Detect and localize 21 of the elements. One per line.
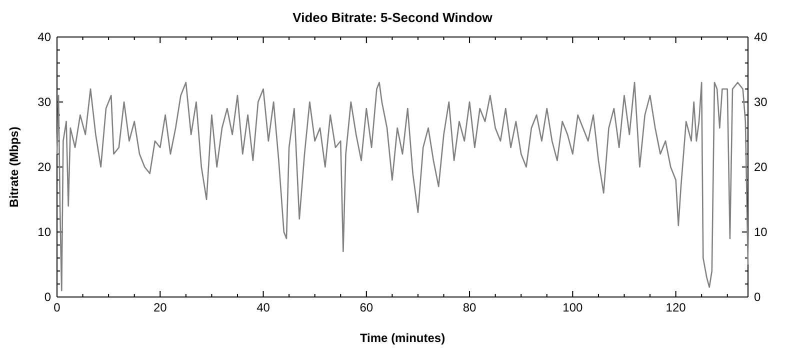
y-tick-label: 10	[38, 224, 52, 239]
y2-tick-label: 20	[754, 160, 768, 174]
x-tick-label: 0	[54, 300, 61, 315]
y2-tick-label: 40	[754, 30, 768, 44]
y-axis-title: Bitrate (Mbps)	[7, 126, 21, 208]
x-tick-label: 40	[256, 300, 270, 315]
y-tick-label: 40	[38, 30, 52, 44]
x-axis-title: Time (minutes)	[360, 331, 446, 345]
y-tick-label: 0	[44, 290, 52, 304]
chart-title: Video Bitrate: 5-Second Window	[292, 10, 494, 25]
y2-tick-label: 0	[754, 290, 761, 304]
x-tick-label: 100	[562, 300, 584, 315]
x-tick-label: 80	[462, 300, 477, 315]
y-tick-label: 30	[38, 94, 52, 109]
y2-tick-label: 30	[754, 94, 768, 109]
x-tick-label: 20	[153, 300, 168, 315]
y-tick-label: 20	[38, 160, 52, 174]
x-tick-label: 120	[666, 300, 686, 315]
line-series	[56, 82, 749, 292]
x-tick-label: 60	[360, 300, 374, 315]
y2-tick-label: 10	[754, 224, 768, 239]
